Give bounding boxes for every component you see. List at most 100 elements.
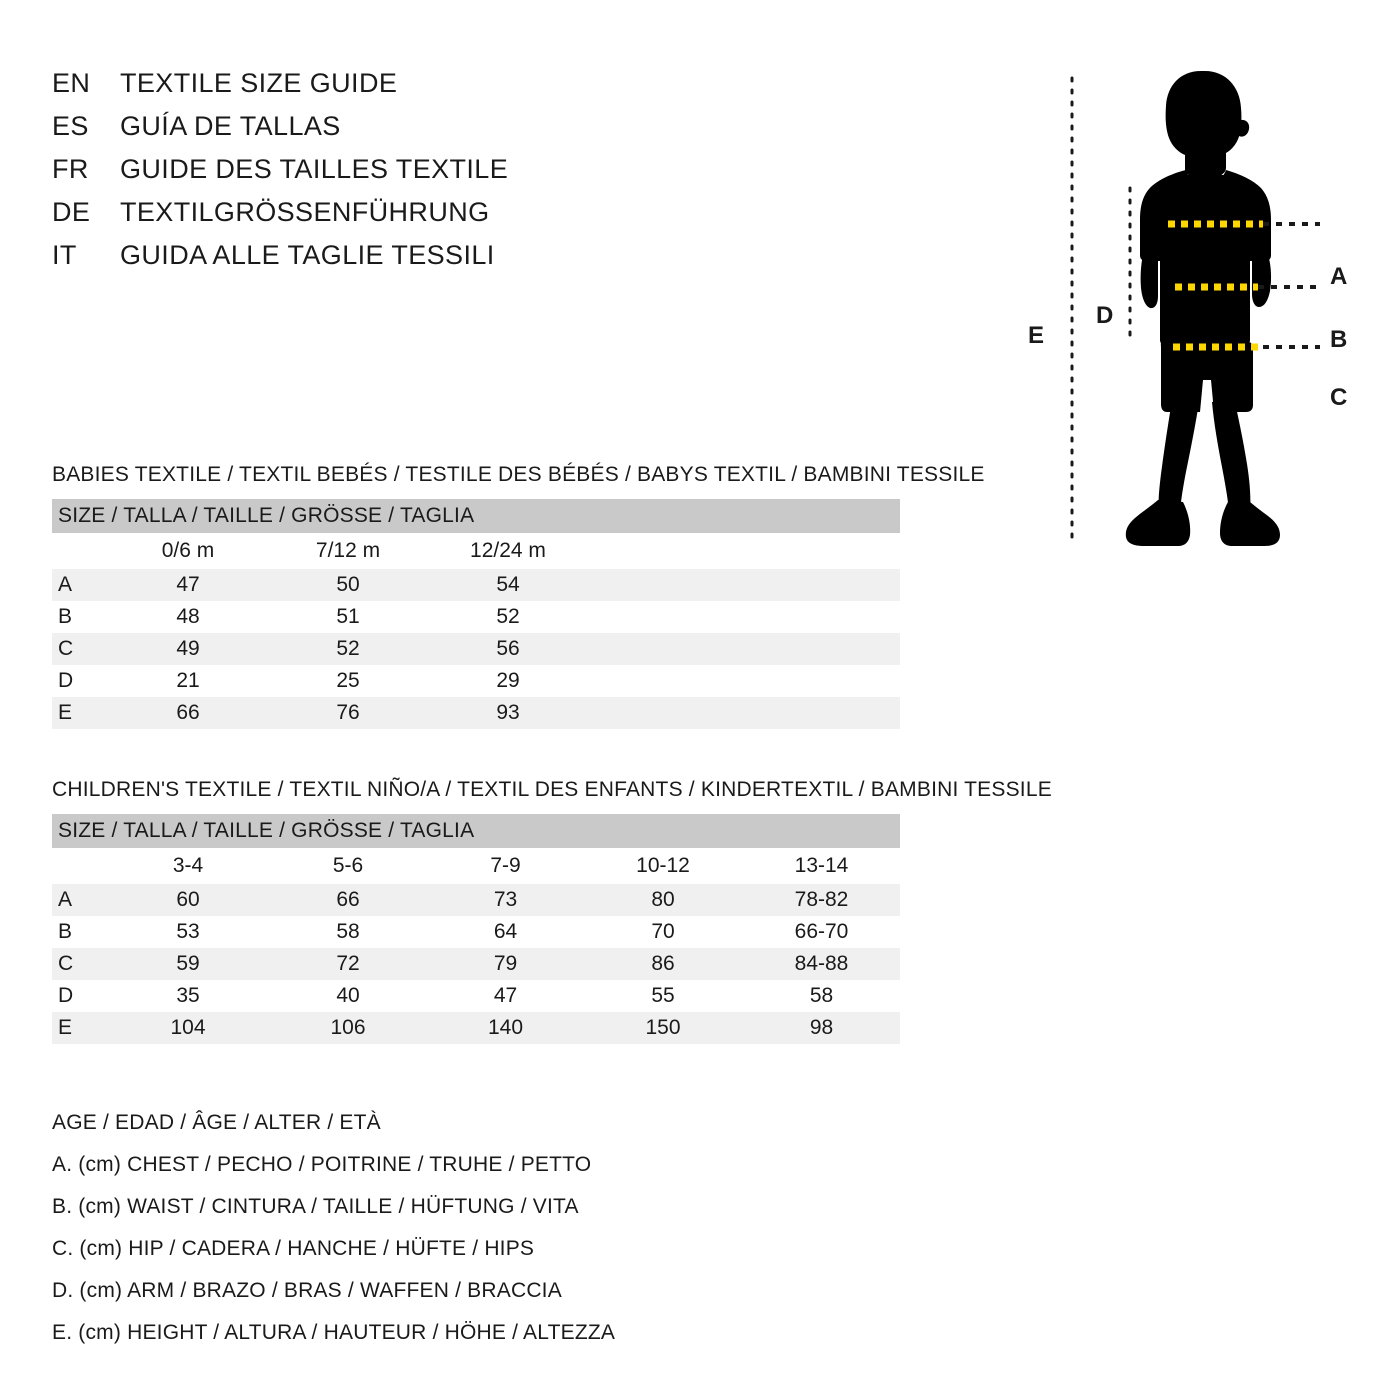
cell-empty	[588, 665, 900, 697]
children-column-header: 3-4	[108, 848, 268, 884]
cell-value: 40	[336, 984, 360, 1007]
cell-value: 86	[583, 948, 743, 980]
babies-section-title: BABIES TEXTILE / TEXTIL BEBÉS / TESTILE …	[52, 463, 985, 486]
babies-textile-section: BABIES TEXTILE / TEXTIL BEBÉS / TESTILE …	[52, 463, 985, 729]
row-label: C	[52, 633, 108, 665]
language-row-fr: FR GUIDE DES TAILLES TEXTILE	[52, 154, 692, 197]
cell-value: 66-70	[794, 920, 849, 943]
children-column-header: 10-12	[583, 848, 743, 884]
cell-value: 64	[493, 920, 518, 943]
language-code: FR	[52, 154, 89, 184]
legend-line-height: E. (cm) HEIGHT / ALTURA / HAUTEUR / HÖHE…	[52, 1321, 616, 1344]
cell-value: 51	[336, 605, 360, 628]
children-column-header: 7-9	[428, 848, 583, 884]
cell-value: 47	[108, 569, 268, 601]
cell-value: 70	[651, 920, 675, 943]
language-code: IT	[52, 240, 77, 270]
table-row: E 66 76 93	[52, 697, 900, 729]
cell-value: 93	[428, 697, 588, 729]
row-label: B	[58, 920, 73, 943]
children-column-header: 5-6	[268, 848, 428, 884]
cell-value: 47	[493, 984, 518, 1007]
legend-line-hip: C. (cm) HIP / CADERA / HANCHE / HÜFTE / …	[52, 1237, 535, 1260]
babies-corner-cell	[52, 533, 108, 569]
cell-value: 54	[428, 569, 588, 601]
row-label: A	[52, 569, 108, 601]
children-section-title: CHILDREN'S TEXTILE / TEXTIL NIÑO/A / TEX…	[52, 778, 1052, 801]
language-title-block: EN TEXTILE SIZE GUIDE ES GUÍA DE TALLAS …	[52, 68, 692, 283]
row-label: C	[52, 948, 108, 980]
table-row: B 48 51 52	[52, 601, 900, 633]
measurement-legend: AGE / EDAD / ÂGE / ALTER / ETÀ A. (cm) C…	[52, 1102, 812, 1354]
cell-value: 150	[583, 1012, 743, 1044]
children-size-band: SIZE / TALLA / TAILLE / GRÖSSE / TAGLIA	[52, 814, 900, 848]
language-row-es: ES GUÍA DE TALLAS	[52, 111, 692, 154]
cell-value: 56	[428, 633, 588, 665]
cell-value: 84-88	[743, 948, 900, 980]
cell-value: 72	[268, 948, 428, 980]
table-row: D 35 40 47 55 58	[52, 980, 900, 1012]
child-silhouette-icon	[1125, 71, 1280, 546]
cell-value: 59	[108, 948, 268, 980]
children-textile-section: CHILDREN'S TEXTILE / TEXTIL NIÑO/A / TEX…	[52, 778, 1052, 1044]
cell-value: 78-82	[743, 884, 900, 916]
figure-label-e: E	[1028, 322, 1045, 349]
cell-value: 106	[268, 1012, 428, 1044]
cell-value: 55	[651, 984, 675, 1007]
row-label: B	[58, 605, 73, 628]
babies-column-header: 0/6 m	[108, 533, 268, 569]
cell-value: 73	[428, 884, 583, 916]
row-label: E	[52, 1012, 108, 1044]
table-row: A 47 50 54	[52, 569, 900, 601]
cell-value: 21	[176, 669, 200, 692]
legend-line-arm: D. (cm) ARM / BRAZO / BRAS / WAFFEN / BR…	[52, 1279, 562, 1302]
babies-empty-cell	[588, 533, 900, 569]
table-row: E 104 106 140 150 98	[52, 1012, 900, 1044]
language-code: ES	[52, 111, 89, 141]
row-label: E	[52, 697, 108, 729]
language-row-it: IT GUIDA ALLE TAGLIE TESSILI	[52, 240, 692, 283]
cell-empty	[588, 601, 900, 633]
figure-label-a: A	[1330, 263, 1348, 290]
cell-value: 104	[108, 1012, 268, 1044]
babies-size-band: SIZE / TALLA / TAILLE / GRÖSSE / TAGLIA	[52, 499, 900, 533]
figure-label-b: B	[1330, 326, 1348, 353]
cell-value: 76	[268, 697, 428, 729]
measurement-diagram: E D A B C	[1000, 50, 1400, 570]
cell-empty	[588, 569, 900, 601]
cell-value: 52	[496, 605, 520, 628]
language-title: GUIDA ALLE TAGLIE TESSILI	[120, 240, 495, 270]
babies-column-header: 12/24 m	[428, 533, 588, 569]
children-band-label: SIZE / TALLA / TAILLE / GRÖSSE / TAGLIA	[52, 814, 900, 848]
language-title: GUÍA DE TALLAS	[120, 111, 341, 141]
cell-value: 80	[583, 884, 743, 916]
cell-value: 48	[176, 605, 200, 628]
table-row: B 53 58 64 70 66-70	[52, 916, 900, 948]
legend-line-age: AGE / EDAD / ÂGE / ALTER / ETÀ	[52, 1111, 381, 1134]
babies-column-header: 7/12 m	[268, 533, 428, 569]
cell-value: 58	[336, 920, 360, 943]
children-size-table: SIZE / TALLA / TAILLE / GRÖSSE / TAGLIA …	[52, 814, 900, 1044]
cell-value: 66	[268, 884, 428, 916]
cell-value: 58	[809, 984, 834, 1007]
language-title: TEXTILGRÖSSENFÜHRUNG	[120, 197, 490, 227]
cell-value: 60	[108, 884, 268, 916]
figure-label-c: C	[1330, 384, 1348, 411]
children-column-headers: 3-4 5-6 7-9 10-12 13-14	[52, 848, 900, 884]
table-row: A 60 66 73 80 78-82	[52, 884, 900, 916]
cell-value: 66	[108, 697, 268, 729]
row-label: D	[58, 669, 74, 692]
cell-value: 140	[428, 1012, 583, 1044]
children-corner-cell	[52, 848, 108, 884]
language-row-en: EN TEXTILE SIZE GUIDE	[52, 68, 692, 111]
cell-value: 35	[176, 984, 200, 1007]
babies-size-table: SIZE / TALLA / TAILLE / GRÖSSE / TAGLIA …	[52, 499, 900, 729]
cell-value: 25	[336, 669, 360, 692]
language-title: GUIDE DES TAILLES TEXTILE	[120, 154, 509, 184]
cell-value: 98	[743, 1012, 900, 1044]
language-code: EN	[52, 68, 91, 98]
cell-value: 29	[496, 669, 520, 692]
legend-line-chest: A. (cm) CHEST / PECHO / POITRINE / TRUHE…	[52, 1153, 592, 1176]
cell-value: 79	[428, 948, 583, 980]
language-title: TEXTILE SIZE GUIDE	[120, 68, 398, 98]
